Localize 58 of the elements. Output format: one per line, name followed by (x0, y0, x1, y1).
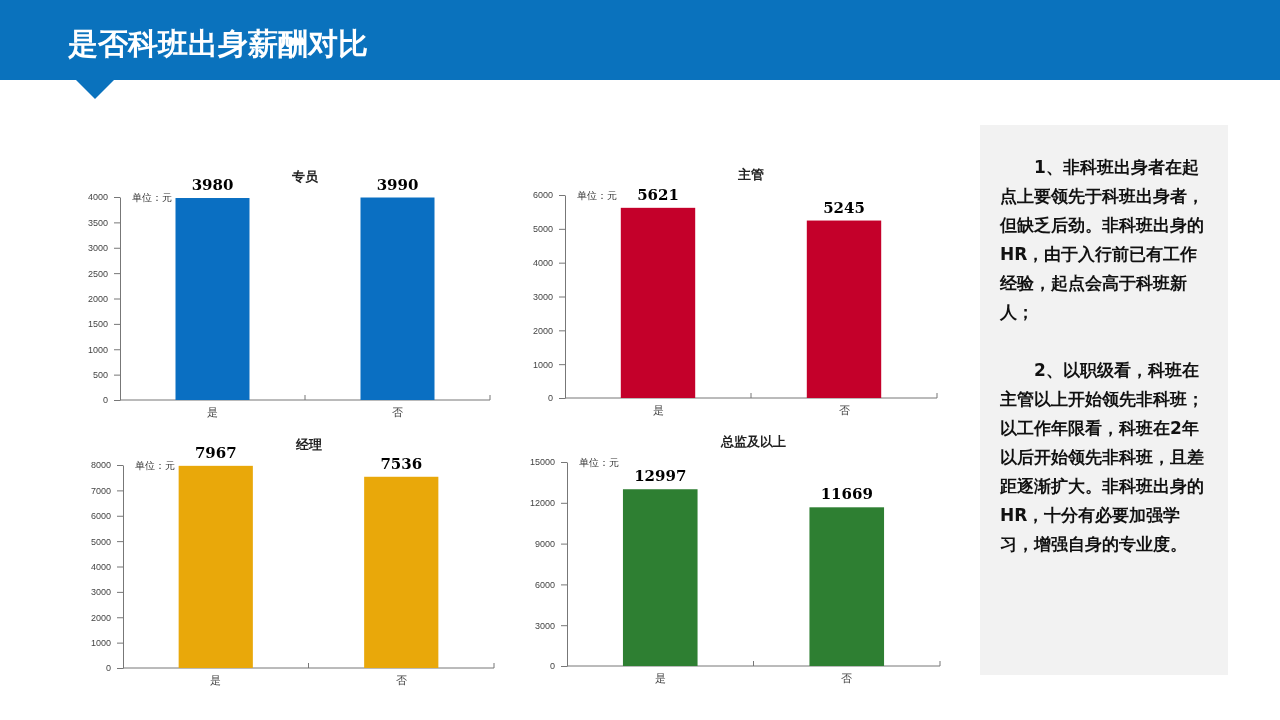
y-tick-label: 8000 (90, 460, 111, 471)
data-label: 5621 (637, 185, 679, 204)
y-tick-label: 5000 (90, 536, 111, 547)
y-tick-label: 1000 (90, 638, 111, 649)
text: 2、以职级看，科班在主管以上开始领先非科班；以工作年限看，科班在2年以后开始领先非科班，且差距逐渐扩大。非科班出身的HR，十分有必要加强学习，增强自身的专业度。 (1000, 359, 1205, 556)
y-tick-label: 3500 (87, 217, 108, 228)
y-tick-label: 6000 (534, 579, 555, 590)
data-label: 5245 (823, 198, 865, 217)
chart-title: 总监及以上 (720, 434, 786, 449)
y-tick-label: 1000 (532, 359, 553, 370)
y-tick-label: 12000 (529, 498, 555, 509)
y-tick-label: 0 (105, 663, 111, 674)
y-tick-label: 0 (547, 393, 553, 404)
y-tick-label: 5000 (532, 224, 553, 235)
y-tick-label: 9000 (534, 538, 555, 549)
x-tick-label: 否 (392, 405, 403, 418)
annotation: 单位：元 (579, 457, 619, 468)
chart-title: 经理 (294, 437, 322, 452)
data-label: 12997 (634, 467, 687, 486)
y-tick-label: 4000 (90, 561, 111, 572)
y-tick-label: 2000 (87, 293, 108, 304)
y-tick-label: 4000 (87, 192, 108, 203)
y-tick-label: 6000 (90, 511, 111, 522)
x-tick-label: 是 (210, 673, 222, 686)
y-tick-label: 2000 (90, 612, 111, 623)
annotation: 单位：元 (132, 192, 172, 203)
x-tick-label: 否 (838, 403, 850, 416)
y-tick-label: 15000 (529, 457, 555, 468)
y-tick-label: 7000 (90, 485, 111, 496)
annotation: 单位：元 (135, 460, 175, 471)
annotation: 单位：元 (577, 190, 617, 201)
x-tick-label: 是 (652, 403, 664, 416)
y-tick-label: 3000 (90, 587, 111, 598)
y-tick-label: 6000 (532, 190, 553, 201)
y-tick-label: 4000 (532, 258, 553, 269)
text: 1、非科班出身者在起点上要领先于科班出身者，但缺乏后劲。非科班出身的HR，由于入行前已有工作经验，起点会高于科班新人； (1000, 156, 1205, 324)
y-tick-label: 3000 (87, 243, 108, 254)
y-tick-label: 500 (92, 370, 108, 381)
data-label: 11669 (820, 485, 873, 504)
y-tick-label: 3000 (534, 620, 555, 631)
y-tick-label: 0 (102, 395, 108, 406)
y-tick-label: 1500 (87, 319, 108, 330)
x-tick-label: 是 (654, 671, 666, 684)
y-tick-label: 2000 (532, 325, 553, 336)
data-label: 7967 (194, 443, 237, 462)
data-label: 3980 (191, 176, 234, 195)
data-label: 7536 (380, 454, 423, 473)
x-tick-label: 否 (395, 673, 407, 686)
x-tick-label: 是 (207, 405, 218, 418)
y-tick-label: 1000 (87, 344, 108, 355)
x-tick-label: 否 (841, 671, 853, 684)
chart-title: 主管 (737, 167, 764, 182)
y-tick-label: 3000 (532, 291, 553, 302)
chart-title: 专员 (291, 169, 319, 184)
text: 是否科班出身薪酬对比 (67, 26, 368, 61)
y-tick-label: 0 (549, 661, 555, 672)
data-label: 3990 (376, 175, 419, 194)
y-tick-label: 2500 (87, 268, 108, 279)
